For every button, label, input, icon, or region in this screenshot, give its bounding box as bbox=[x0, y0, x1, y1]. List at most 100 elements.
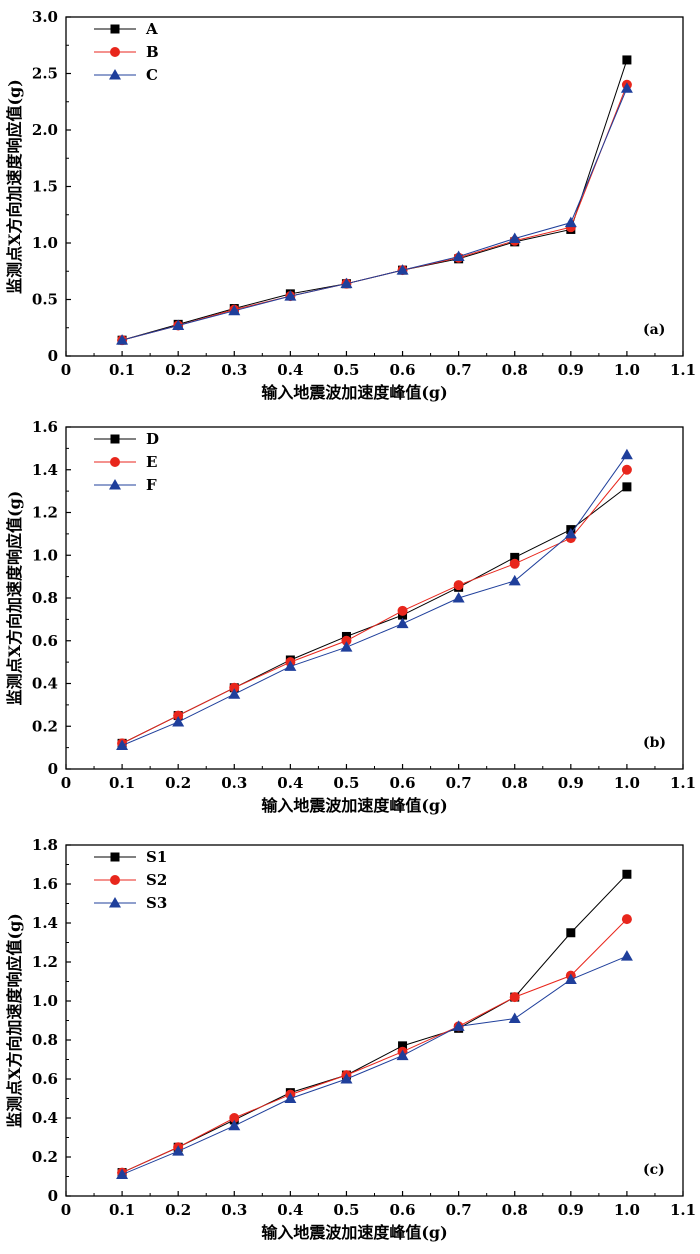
legend-marker bbox=[110, 852, 120, 862]
plot-frame bbox=[65, 16, 684, 357]
data-point bbox=[340, 277, 353, 289]
panel-label: (b) bbox=[643, 735, 666, 751]
data-point bbox=[452, 592, 465, 603]
legend: DEF bbox=[94, 430, 159, 494]
y-tick-label: 0.4 bbox=[32, 1109, 58, 1127]
legend: ABC bbox=[94, 20, 159, 84]
series-S1 bbox=[117, 869, 632, 1178]
x-tick-label: 0.4 bbox=[277, 361, 303, 379]
data-point bbox=[508, 1012, 521, 1024]
x-tick-label: 0.6 bbox=[389, 774, 415, 792]
data-point bbox=[228, 1119, 241, 1131]
y-tick-label: 0 bbox=[48, 760, 58, 778]
x-tick-label: 0.1 bbox=[109, 361, 135, 379]
x-tick-label: 0.2 bbox=[165, 1201, 191, 1219]
y-tick-label: 1.0 bbox=[32, 234, 58, 252]
series-line bbox=[121, 454, 628, 746]
y-axis-title: 监测点X方向加速度响应值(g) bbox=[5, 913, 24, 1128]
x-tick-label: 0 bbox=[61, 361, 71, 379]
x-tick-label: 0.5 bbox=[333, 1201, 359, 1219]
data-point bbox=[340, 1073, 353, 1084]
data-point bbox=[172, 319, 185, 330]
y-tick-label: 0.6 bbox=[32, 632, 58, 650]
x-tick-label: 0.3 bbox=[221, 1201, 247, 1219]
legend-marker bbox=[109, 897, 121, 908]
x-tick-label: 0.4 bbox=[277, 774, 303, 792]
data-point bbox=[116, 334, 129, 345]
chart-panel-1: 0 0.1 0.2 0.3 0.4 0.5 0.6 0.7 0.8 0.9 1.0 1.1 0 0.5 1.… bbox=[5, 8, 696, 402]
y-tick-label: 0.8 bbox=[32, 1031, 58, 1049]
x-tick-label: 0.6 bbox=[389, 1201, 415, 1219]
x-tick-label: 1.0 bbox=[614, 361, 640, 379]
legend-label: F bbox=[146, 476, 157, 494]
data-point bbox=[452, 1020, 465, 1031]
x-tick-label: 0.8 bbox=[502, 361, 528, 379]
data-point bbox=[620, 950, 633, 961]
y-tick-label: 1.2 bbox=[32, 504, 58, 522]
legend-label: D bbox=[146, 430, 159, 448]
y-tick-label: 1.0 bbox=[32, 992, 58, 1010]
y-tick-label: 0.6 bbox=[32, 1070, 58, 1088]
data-point bbox=[284, 290, 297, 301]
data-point bbox=[340, 641, 353, 652]
series-E bbox=[117, 464, 632, 749]
legend: S1 S2 S3 bbox=[94, 848, 167, 912]
data-point bbox=[620, 448, 633, 460]
x-axis-title: 输入地震波加速度峰值(g) bbox=[261, 796, 447, 815]
x-tick-label: 1.1 bbox=[670, 1201, 696, 1219]
panel-label: (c) bbox=[643, 1162, 665, 1178]
series-line bbox=[121, 486, 628, 744]
x-tick-label: 0.9 bbox=[558, 774, 584, 792]
chart-panel-2: 0 0.1 0.2 0.3 0.4 0.5 0.6 0.7 0.8 0.9 1.0 1.1 0 0.2 0.… bbox=[5, 418, 696, 815]
data-point bbox=[452, 250, 465, 262]
series-line bbox=[121, 59, 628, 341]
y-tick-label: 1.4 bbox=[32, 461, 58, 479]
data-point bbox=[172, 715, 185, 727]
data-point bbox=[396, 617, 409, 629]
x-tick-label: 0.1 bbox=[109, 774, 135, 792]
y-tick-label: 2.0 bbox=[32, 121, 58, 139]
legend-marker bbox=[110, 457, 120, 467]
y-tick-label: 1.5 bbox=[32, 178, 58, 196]
data-point bbox=[510, 552, 520, 562]
x-tick-label: 0.7 bbox=[446, 1201, 472, 1219]
legend-label: E bbox=[146, 453, 157, 471]
x-tick-label: 0.5 bbox=[333, 774, 359, 792]
series-line bbox=[121, 469, 628, 744]
series-line bbox=[121, 87, 628, 341]
series-D bbox=[117, 482, 632, 748]
data-point bbox=[564, 527, 577, 539]
series-S2 bbox=[117, 914, 632, 1178]
y-tick-label: 1.8 bbox=[32, 836, 58, 854]
data-point bbox=[509, 992, 520, 1003]
y-tick-label: 1.2 bbox=[32, 953, 58, 971]
chart-panel-3: 0 0.1 0.2 0.3 0.4 0.5 0.6 0.7 0.8 0.9 1.0 1.1 0 0.2 0.… bbox=[5, 836, 696, 1242]
data-point bbox=[508, 232, 521, 243]
x-tick-label: 0 bbox=[61, 774, 71, 792]
data-point bbox=[284, 660, 297, 671]
x-tick-label: 1.0 bbox=[614, 774, 640, 792]
legend-marker bbox=[110, 24, 120, 34]
y-tick-label: 3.0 bbox=[32, 8, 58, 26]
x-tick-label: 0.6 bbox=[389, 361, 415, 379]
legend-marker bbox=[109, 69, 121, 80]
y-axis-title: 监测点X方向加速度响应值(g) bbox=[5, 491, 24, 706]
data-point bbox=[398, 1041, 408, 1051]
y-tick-label: 0.5 bbox=[32, 291, 58, 309]
series-B bbox=[117, 79, 632, 346]
data-point bbox=[622, 869, 632, 879]
x-tick-label: 0.4 bbox=[277, 1201, 303, 1219]
data-point bbox=[566, 928, 576, 938]
x-tick-label: 0 bbox=[61, 1201, 71, 1219]
series-F bbox=[116, 448, 633, 750]
series-S3 bbox=[116, 950, 633, 1180]
legend-label: S3 bbox=[146, 894, 167, 912]
x-tick-label: 0.9 bbox=[558, 1201, 584, 1219]
y-axis-title: 监测点X方向加速度响应值(g) bbox=[5, 79, 24, 294]
y-tick-label: 1.6 bbox=[32, 418, 58, 436]
x-tick-label: 0.7 bbox=[446, 774, 472, 792]
data-point bbox=[228, 304, 241, 316]
data-point bbox=[228, 688, 241, 699]
data-point bbox=[621, 464, 632, 475]
